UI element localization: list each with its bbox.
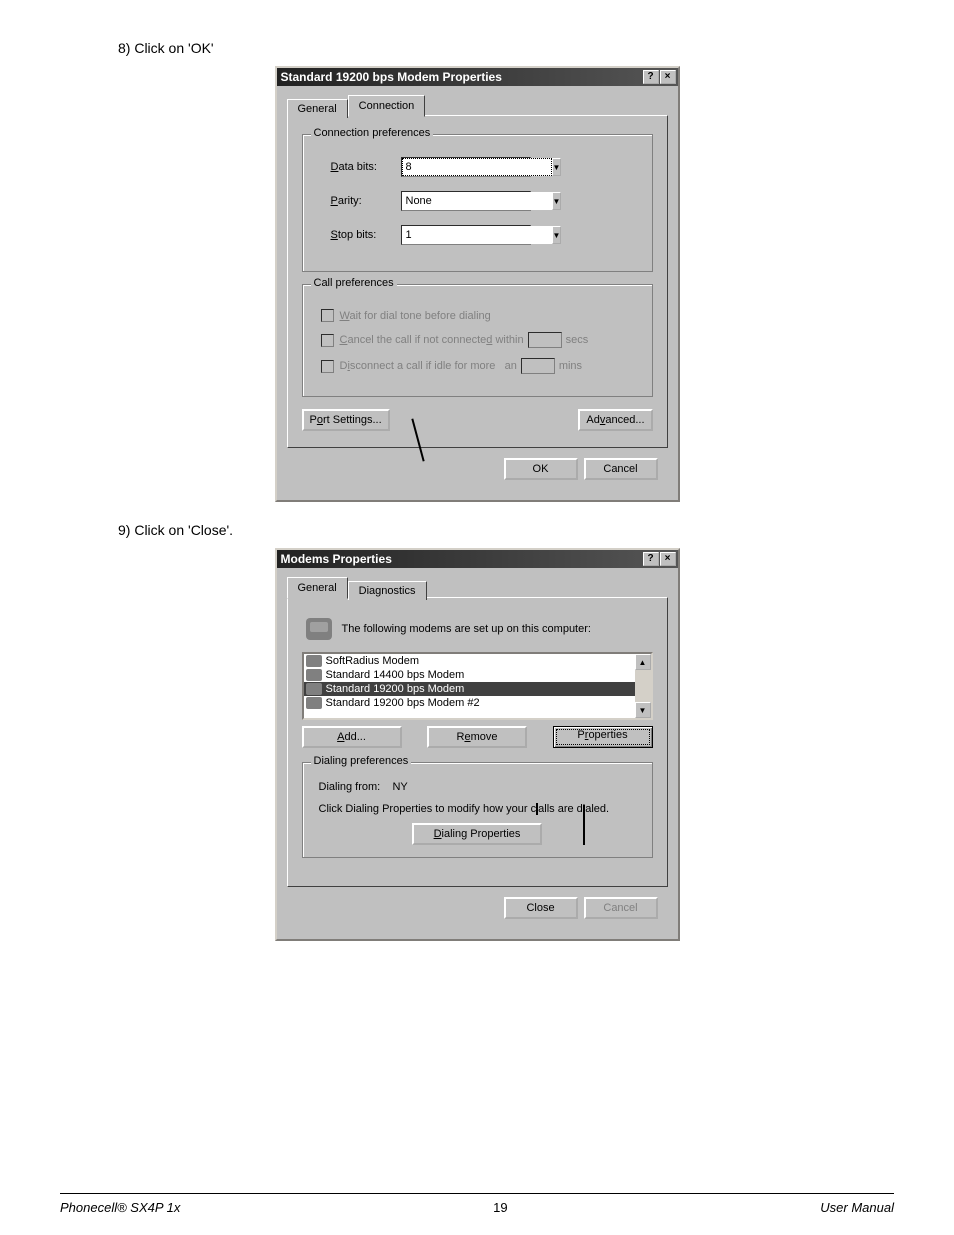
- tab-general[interactable]: General: [287, 99, 348, 118]
- modem-item-icon: [306, 697, 322, 709]
- wait-dialtone-label: Wait for dial tone before dialing: [340, 310, 491, 322]
- scroll-up-icon[interactable]: ▲: [635, 654, 651, 670]
- close-icon[interactable]: ×: [660, 70, 676, 84]
- list-item-label: Standard 19200 bps Modem: [326, 683, 465, 695]
- parity-input[interactable]: [402, 192, 552, 210]
- dialing-props-button[interactable]: Dialing Properties: [412, 823, 542, 845]
- dialing-from-label: Dialing from:: [319, 781, 381, 793]
- page-footer: Phonecell® SX4P 1x 19 User Manual: [60, 1193, 894, 1215]
- annotation-arrow-icon: [583, 805, 585, 845]
- chevron-down-icon[interactable]: ▼: [552, 158, 562, 176]
- list-item[interactable]: SoftRadius Modem: [304, 654, 635, 668]
- wait-dialtone-check[interactable]: [321, 309, 334, 322]
- cancel-button: Cancel: [584, 897, 658, 919]
- list-item[interactable]: Standard 19200 bps Modem #2: [304, 696, 635, 710]
- data-bits-label: Data bits:: [331, 161, 401, 173]
- modem-item-icon: [306, 669, 322, 681]
- tab-general[interactable]: General: [287, 577, 348, 599]
- modem-properties-dialog: Standard 19200 bps Modem Properties ? × …: [275, 66, 680, 502]
- modem-item-icon: [306, 683, 322, 695]
- stop-bits-label: Stop bits:: [331, 229, 401, 241]
- group-title-conn: Connection preferences: [311, 127, 434, 139]
- step-8-text: 8) Click on 'OK': [118, 40, 894, 56]
- disconnect-input: [521, 358, 555, 374]
- modem-listbox[interactable]: SoftRadius Modem Standard 14400 bps Mode…: [302, 652, 653, 720]
- advanced-button[interactable]: Advanced...: [578, 409, 652, 431]
- data-bits-input[interactable]: [402, 158, 552, 176]
- mins-label: mins: [559, 360, 582, 372]
- cancel-call-check[interactable]: [321, 334, 334, 347]
- cancel-call-row: Cancel the call if not connected within …: [321, 332, 642, 348]
- modems-desc: The following modems are set up on this …: [342, 623, 591, 635]
- dialing-hint: Click Dialing Properties to modify how y…: [319, 803, 610, 815]
- group-call-pref: Call preferences Wait for dial tone befo…: [302, 284, 653, 397]
- list-item[interactable]: Standard 14400 bps Modem: [304, 668, 635, 682]
- close-button[interactable]: Close: [504, 897, 578, 919]
- titlebar: Modems Properties ? ×: [277, 550, 678, 568]
- group-title-call: Call preferences: [311, 277, 397, 289]
- modem-item-icon: [306, 655, 322, 667]
- footer-right: User Manual: [820, 1200, 894, 1215]
- list-item[interactable]: Standard 19200 bps Modem: [304, 682, 635, 696]
- disconnect-label: Disconnect a call if idle for more an: [340, 360, 517, 372]
- chevron-down-icon[interactable]: ▼: [552, 226, 562, 244]
- stop-bits-input[interactable]: [402, 226, 552, 244]
- list-item-label: Standard 14400 bps Modem: [326, 669, 465, 681]
- scroll-down-icon[interactable]: ▼: [635, 702, 651, 718]
- add-button[interactable]: Add...: [302, 726, 402, 748]
- data-bits-combo[interactable]: ▼: [401, 157, 531, 177]
- cancel-call-input: [528, 332, 562, 348]
- tab-panel-general: The following modems are set up on this …: [287, 597, 668, 887]
- wait-dialtone-row: Wait for dial tone before dialing: [321, 309, 642, 322]
- tab-diagnostics[interactable]: Diagnostics: [348, 581, 427, 600]
- footer-left: Phonecell® SX4P 1x: [60, 1200, 180, 1215]
- tab-connection[interactable]: Connection: [348, 95, 426, 117]
- titlebar-text: Standard 19200 bps Modem Properties: [281, 70, 502, 84]
- cancel-button[interactable]: Cancel: [584, 458, 658, 480]
- list-item-label: SoftRadius Modem: [326, 655, 420, 667]
- titlebar-text: Modems Properties: [281, 552, 392, 566]
- remove-button[interactable]: Remove: [427, 726, 527, 748]
- step-9-text: 9) Click on 'Close'.: [118, 522, 894, 538]
- ok-button[interactable]: OK: [504, 458, 578, 480]
- stop-bits-combo[interactable]: ▼: [401, 225, 531, 245]
- help-icon[interactable]: ?: [643, 552, 659, 566]
- modem-icon: [306, 618, 332, 640]
- secs-label: secs: [566, 334, 589, 346]
- parity-combo[interactable]: ▼: [401, 191, 531, 211]
- group-conn-pref: Connection preferences Data bits: ▼ Pari…: [302, 134, 653, 272]
- parity-label: Parity:: [331, 195, 401, 207]
- scrollbar[interactable]: ▲ ▼: [635, 654, 651, 718]
- cancel-call-label: Cancel the call if not connected within: [340, 334, 524, 346]
- disconnect-row: Disconnect a call if idle for more an mi…: [321, 358, 642, 374]
- properties-button[interactable]: Properties: [553, 726, 653, 748]
- disconnect-check[interactable]: [321, 360, 334, 373]
- list-item-label: Standard 19200 bps Modem #2: [326, 697, 480, 709]
- group-dialing: Dialing preferences Dialing from: NY Cli…: [302, 762, 653, 858]
- port-settings-button[interactable]: Port Settings...: [302, 409, 390, 431]
- chevron-down-icon[interactable]: ▼: [552, 192, 562, 210]
- group-title-dialing: Dialing preferences: [311, 755, 412, 767]
- tab-panel-connection: Connection preferences Data bits: ▼ Pari…: [287, 115, 668, 448]
- close-icon[interactable]: ×: [660, 552, 676, 566]
- dialing-from-value: NY: [392, 781, 407, 793]
- titlebar: Standard 19200 bps Modem Properties ? ×: [277, 68, 678, 86]
- footer-center: 19: [493, 1200, 507, 1215]
- modems-list-dialog: Modems Properties ? × General Diagnostic…: [275, 548, 680, 941]
- help-icon[interactable]: ?: [643, 70, 659, 84]
